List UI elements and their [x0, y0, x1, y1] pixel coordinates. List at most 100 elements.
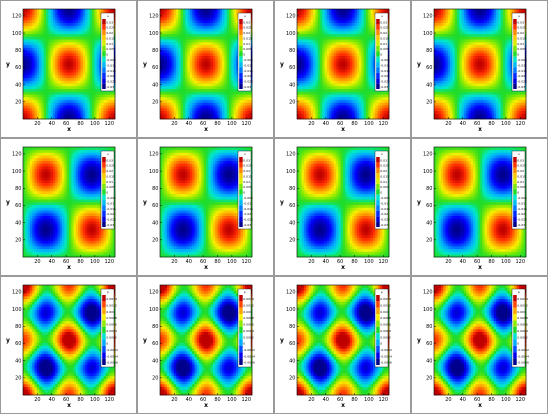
- heatmap-cell: [361, 108, 364, 112]
- heatmap-cell: [43, 22, 47, 26]
- heatmap-cell: [215, 77, 218, 81]
- heatmap-cell: [43, 20, 47, 24]
- heatmap-cell: [231, 33, 234, 37]
- heatmap-cell: [23, 17, 26, 21]
- heatmap-cell: [317, 20, 321, 24]
- heatmap-cell: [169, 31, 172, 35]
- heatmap-cell: [80, 88, 84, 92]
- heatmap-cell: [310, 116, 314, 120]
- heatmap-cell: [222, 61, 225, 65]
- heatmap-cell: [361, 33, 364, 37]
- heatmap-cell: [372, 9, 376, 13]
- heatmap-cell: [377, 110, 381, 114]
- heatmap-cell: [308, 99, 312, 103]
- heatmap-cell: [222, 69, 225, 73]
- heatmap-cell: [340, 113, 344, 117]
- heatmap-cell: [192, 31, 195, 35]
- heatmap-cell: [345, 20, 348, 24]
- heatmap-cell: [363, 22, 367, 26]
- heatmap-cell: [187, 25, 191, 29]
- heatmap-cell: [303, 58, 307, 62]
- heatmap-cell: [41, 105, 44, 109]
- heatmap-cell: [306, 53, 309, 57]
- heatmap-cell: [370, 94, 374, 98]
- heatmap-cell: [75, 20, 79, 24]
- heatmap-cell: [178, 28, 181, 32]
- heatmap-cell: [224, 77, 227, 81]
- heatmap-cell: [345, 14, 348, 18]
- heatmap-cell: [349, 113, 353, 117]
- legend-level-label: -0.005: [380, 58, 390, 62]
- heatmap-cell: [164, 9, 168, 13]
- heatmap-cell: [320, 55, 323, 59]
- heatmap-cell: [71, 83, 74, 87]
- heatmap-cell: [331, 39, 335, 43]
- heatmap-cell: [73, 33, 77, 37]
- heatmap-cell: [349, 116, 353, 120]
- heatmap-cell: [64, 72, 67, 76]
- heatmap-cell: [187, 83, 191, 87]
- heatmap-cell: [29, 86, 33, 90]
- heatmap-cell: [71, 105, 74, 109]
- heatmap-cell: [322, 9, 325, 13]
- heatmap-cell: [226, 80, 230, 84]
- heatmap-cell: [92, 47, 95, 51]
- heatmap-cell: [313, 110, 316, 114]
- heatmap-cell: [27, 108, 31, 112]
- heatmap-cell: [315, 105, 318, 109]
- heatmap-cell: [310, 25, 314, 29]
- heatmap-cell: [75, 31, 79, 35]
- heatmap-cell: [224, 88, 227, 92]
- heatmap-cell: [308, 83, 312, 87]
- heatmap-cell: [110, 105, 113, 109]
- heatmap-cell: [363, 11, 367, 15]
- heatmap-cell: [78, 39, 81, 43]
- heatmap-cell: [308, 17, 312, 21]
- heatmap-cell: [48, 44, 51, 48]
- heatmap-cell: [224, 39, 227, 43]
- heatmap-cell: [303, 97, 307, 101]
- heatmap-cell: [354, 105, 358, 109]
- legend-level-label: -0.005: [243, 58, 253, 62]
- heatmap-cell: [55, 91, 58, 95]
- heatmap-cell: [87, 83, 90, 87]
- heatmap-cell: [315, 55, 318, 59]
- heatmap-cell: [303, 44, 307, 48]
- heatmap-cell: [210, 47, 214, 51]
- heatmap-cell: [240, 116, 244, 120]
- heatmap-cell: [303, 22, 307, 26]
- heatmap-cell: [301, 20, 305, 24]
- heatmap-cell: [92, 66, 95, 70]
- heatmap-cell: [57, 14, 61, 18]
- heatmap-cell: [32, 64, 35, 68]
- heatmap-cell: [208, 36, 211, 40]
- heatmap-cell: [333, 72, 337, 76]
- heatmap-cell: [27, 64, 31, 68]
- heatmap-cell: [160, 22, 163, 26]
- heatmap-cell: [352, 28, 355, 32]
- heatmap-cell: [322, 97, 325, 101]
- heatmap-cell: [112, 108, 116, 112]
- heatmap-cell: [80, 77, 84, 81]
- heatmap-cell: [27, 47, 31, 51]
- heatmap-cell: [352, 17, 355, 21]
- heatmap-cell: [210, 116, 214, 120]
- heatmap-cell: [203, 22, 207, 26]
- heatmap-cell: [39, 20, 42, 24]
- y-tick-label: 80: [15, 48, 21, 54]
- heatmap-cell: [233, 9, 237, 13]
- heatmap-cell: [226, 39, 230, 43]
- heatmap-cell: [222, 102, 225, 106]
- heatmap-cell: [178, 9, 181, 13]
- heatmap-cell: [215, 36, 218, 40]
- heatmap-cell: [87, 47, 90, 51]
- heatmap-cell: [69, 69, 72, 73]
- heatmap-cell: [57, 42, 61, 46]
- heatmap-cell: [178, 25, 181, 29]
- heatmap-cell: [32, 91, 35, 95]
- heatmap-cell: [235, 102, 239, 106]
- heatmap-cell: [222, 91, 225, 95]
- heatmap-cell: [233, 75, 237, 79]
- heatmap-cell: [25, 11, 28, 15]
- heatmap-cell: [363, 47, 367, 51]
